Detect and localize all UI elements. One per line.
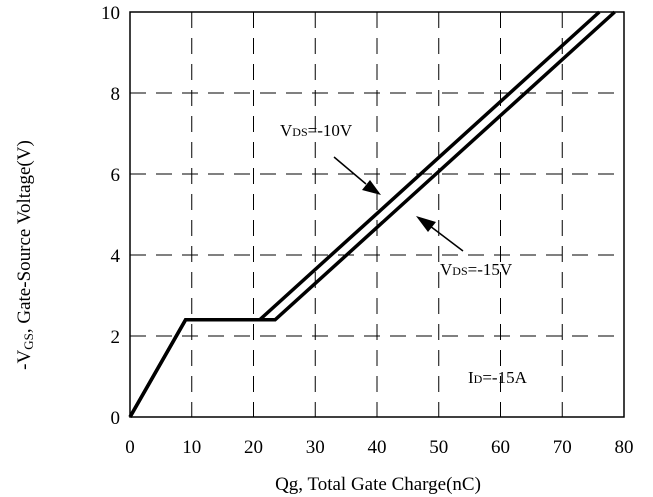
y-tick-label: 10	[101, 3, 120, 24]
x-tick-label: 70	[553, 437, 572, 458]
annotation-vds-15v-pre: V	[440, 260, 453, 279]
annotation-id-15a: ID=-15A	[468, 368, 528, 387]
annotation-vds-15v-sub: DS	[452, 264, 467, 278]
x-tick-label: 60	[491, 437, 510, 458]
x-tick-label: 0	[125, 437, 135, 458]
annotation-id-15a-post: =-15A	[482, 368, 527, 387]
y-axis-title: -VGS, Gate-Source Voltage(V)	[14, 140, 36, 370]
annotation-vds-10v-pre: V	[280, 121, 293, 140]
annotation-vds-10v-sub: DS	[292, 125, 307, 139]
arrow-vds-10v-head	[362, 180, 381, 195]
annotation-vds-15v: VDS=-15V	[440, 260, 513, 279]
x-tick-label: 40	[368, 437, 387, 458]
y-axis-title-rest: , Gate-Source Voltage(V)	[14, 140, 35, 333]
arrow-vds-10v-shaft	[333, 156, 367, 185]
arrow-vds-15v-shaft	[429, 225, 464, 252]
x-tick-labels: 0 10 20 30 40 50 60 70 80	[125, 437, 633, 458]
y-tick-label: 0	[111, 408, 121, 429]
series-lines	[128, 10, 616, 418]
x-axis-title: Qg, Total Gate Charge(nC)	[275, 474, 481, 495]
annotation-vds-10v-post: =-10V	[308, 121, 353, 140]
annotation-vds-10v: VDS=-10V	[280, 121, 353, 140]
y-tick-label: 8	[111, 84, 121, 105]
grid-lines	[130, 12, 624, 417]
plot-frame	[129, 11, 625, 418]
x-tick-label: 80	[615, 437, 634, 458]
y-tick-label: 2	[111, 327, 121, 348]
x-tick-label: 10	[182, 437, 201, 458]
x-tick-label: 20	[244, 437, 263, 458]
y-tick-label: 6	[111, 165, 121, 186]
y-tick-label: 4	[111, 246, 121, 267]
arrow-vds-15v-head	[416, 216, 436, 232]
annotation-id-15a-sub: D	[474, 372, 483, 386]
y-tick-labels: 0 2 4 6 8 10	[101, 3, 121, 429]
annotation-vds-15v-post: =-15V	[468, 260, 513, 279]
series-line-vds-15v	[128, 10, 616, 418]
x-tick-label: 50	[429, 437, 448, 458]
annotation-id-15a-pre: I	[468, 368, 474, 387]
y-axis-title-prefix: -V	[14, 349, 35, 369]
y-axis-title-sub: GS	[21, 333, 36, 350]
x-tick-label: 30	[306, 437, 325, 458]
